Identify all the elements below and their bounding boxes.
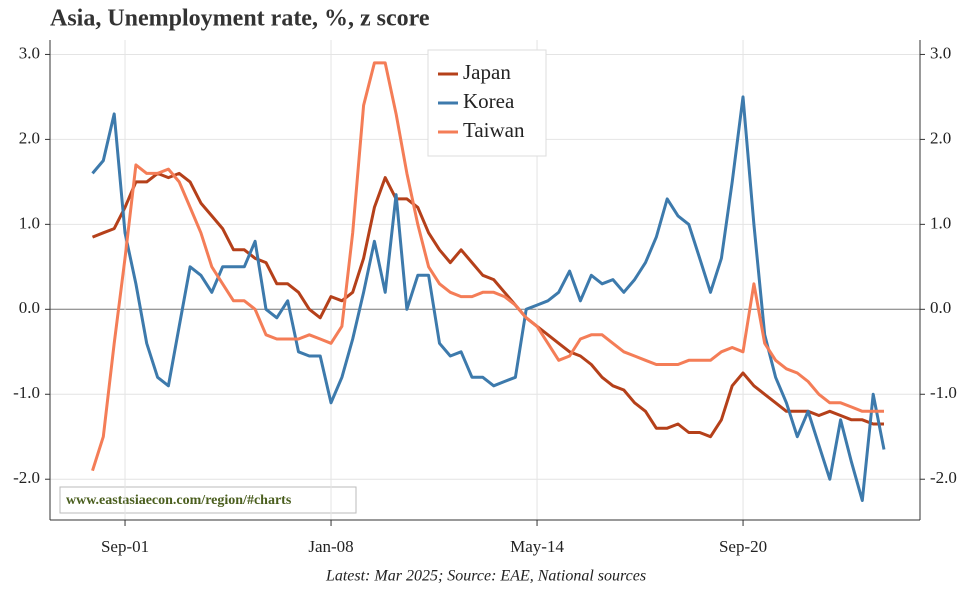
chart-title: Asia, Unemployment rate, %, z score bbox=[50, 6, 430, 32]
y-tick-label: -1.0 bbox=[13, 383, 40, 402]
x-tick-label: Sep-20 bbox=[719, 537, 767, 556]
y-tick-label: 3.0 bbox=[19, 43, 40, 62]
y2-tick-label: -2.0 bbox=[930, 468, 957, 487]
legend: Japan Korea Taiwan bbox=[427, 49, 547, 157]
y2-tick-label: 1.0 bbox=[930, 213, 951, 232]
source-note: Latest: Mar 2025; Source: EAE, National … bbox=[325, 568, 646, 585]
x-tick-label: May-14 bbox=[510, 537, 564, 556]
y2-tick-label: -1.0 bbox=[930, 383, 957, 402]
y2-tick-label: 0.0 bbox=[930, 298, 951, 317]
y2-tick-label: 2.0 bbox=[930, 128, 951, 147]
watermark: www.eastasiaecon.com/region/#charts bbox=[66, 493, 292, 508]
y-tick-label: -2.0 bbox=[13, 468, 40, 487]
legend-label: Korea bbox=[463, 89, 515, 113]
x-tick-label: Jan-08 bbox=[308, 537, 353, 556]
y-tick-label: 2.0 bbox=[19, 128, 40, 147]
y2-tick-label: 3.0 bbox=[930, 43, 951, 62]
series-line bbox=[91, 171, 884, 439]
series-line bbox=[91, 61, 884, 472]
legend-label: Taiwan bbox=[463, 118, 525, 142]
y-tick-label: 1.0 bbox=[19, 213, 40, 232]
watermark-box bbox=[59, 486, 357, 514]
legend-label: Japan bbox=[463, 60, 511, 84]
x-tick-label: Sep-01 bbox=[101, 537, 149, 556]
y-tick-label: 0.0 bbox=[19, 298, 40, 317]
series-line bbox=[91, 95, 886, 502]
